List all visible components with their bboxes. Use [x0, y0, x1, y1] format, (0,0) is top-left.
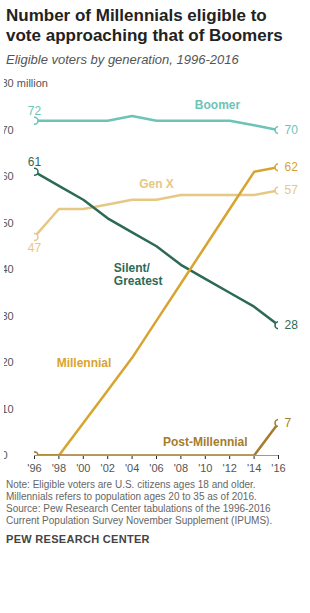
html-text:Number of Millennials eligible: Number of Millennials eligible to vote a…: [6, 6, 283, 45]
svg-text:Boomer: Boomer: [195, 98, 241, 112]
svg-text:28: 28: [285, 318, 299, 332]
svg-text:'08: '08: [174, 462, 188, 474]
svg-text:62: 62: [285, 160, 299, 174]
svg-text:10: 10: [4, 403, 14, 415]
svg-text:30: 30: [4, 310, 14, 322]
html-text:Note: Eligible voters are U.S.: Note: Eligible voters are U.S. citizens …: [6, 479, 257, 502]
svg-text:'16: '16: [271, 462, 285, 474]
svg-text:Millennial: Millennial: [57, 356, 112, 370]
svg-text:'02: '02: [101, 462, 115, 474]
svg-text:'00: '00: [76, 462, 90, 474]
svg-text:'14: '14: [247, 462, 261, 474]
svg-text:Gen X: Gen X: [139, 177, 174, 191]
svg-text:50: 50: [4, 217, 14, 229]
svg-text:72: 72: [28, 104, 42, 118]
svg-text:0: 0: [4, 449, 8, 461]
svg-text:Silent/Greatest: Silent/Greatest: [114, 261, 163, 288]
svg-text:'96: '96: [27, 462, 41, 474]
svg-text:47: 47: [28, 241, 42, 255]
svg-text:60: 60: [4, 170, 14, 182]
svg-text:Post-Millennial: Post-Millennial: [163, 435, 248, 449]
svg-text:'10: '10: [198, 462, 212, 474]
svg-text:'12: '12: [223, 462, 237, 474]
html-text:Eligible voters by generation,: Eligible voters by generation, 1996-2016: [6, 52, 239, 67]
svg-text:'06: '06: [149, 462, 163, 474]
svg-text:20: 20: [4, 356, 14, 368]
svg-text:70: 70: [4, 124, 14, 136]
svg-text:7: 7: [285, 416, 292, 430]
svg-text:61: 61: [28, 155, 42, 169]
svg-text:'98: '98: [52, 462, 66, 474]
svg-text:57: 57: [285, 183, 299, 197]
html-text:PEW RESEARCH CENTER: PEW RESEARCH CENTER: [6, 533, 150, 545]
html-text:Source: Pew Research Center ta: Source: Pew Research Center tabulations …: [6, 503, 273, 526]
svg-text:70: 70: [285, 123, 299, 137]
svg-text:40: 40: [4, 263, 14, 275]
svg-text:'04: '04: [125, 462, 139, 474]
svg-text:80 million: 80 million: [4, 77, 48, 89]
